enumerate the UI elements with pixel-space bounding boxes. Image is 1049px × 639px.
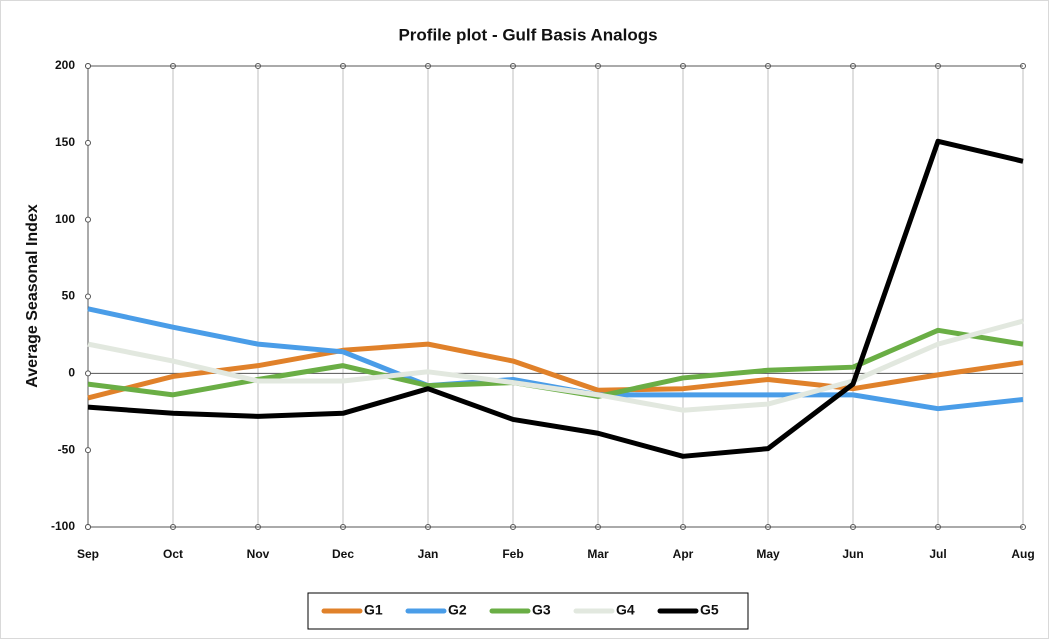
y-tick-mark xyxy=(85,63,91,69)
series-line xyxy=(87,138,1024,459)
x-tick-label: May xyxy=(756,547,780,561)
y-tick-label: 200 xyxy=(55,58,75,72)
y-tick-mark xyxy=(85,216,91,223)
y-tick-mark xyxy=(85,293,91,300)
y-tick-mark xyxy=(85,524,91,530)
y-tick-label: 50 xyxy=(62,289,76,303)
series-line xyxy=(87,341,1024,401)
series-line xyxy=(87,318,1024,413)
x-tick-label: Feb xyxy=(502,547,523,561)
x-tick-label: Apr xyxy=(673,547,694,561)
chart-title: Profile plot - Gulf Basis Analogs xyxy=(398,25,657,44)
y-tick-mark xyxy=(85,370,91,377)
x-tick-label: Sep xyxy=(77,547,99,561)
x-tick-label: Nov xyxy=(247,547,270,561)
y-tick-mark xyxy=(85,447,91,454)
legend-label: G1 xyxy=(364,602,383,618)
y-tick-label: 0 xyxy=(68,366,75,380)
y-tick-label: -100 xyxy=(51,519,75,533)
y-tick-label: -50 xyxy=(58,442,76,456)
x-tick-label: Mar xyxy=(587,547,609,561)
x-tick-label: Dec xyxy=(332,547,354,561)
y-axis-label: Average Seasonal Index xyxy=(24,204,41,388)
x-tick-label: Oct xyxy=(163,547,183,561)
x-tick-label: Aug xyxy=(1011,547,1034,561)
legend-label: G5 xyxy=(700,602,719,618)
x-tick-label: Jan xyxy=(418,547,439,561)
legend-label: G4 xyxy=(616,602,635,618)
y-tick-label: 150 xyxy=(55,135,75,149)
y-tick-mark xyxy=(85,139,91,146)
legend-label: G3 xyxy=(532,602,551,618)
x-tick-label: Jun xyxy=(842,547,863,561)
y-tick-label: 100 xyxy=(55,212,75,226)
legend-label: G2 xyxy=(448,602,467,618)
x-tick-label: Jul xyxy=(929,547,946,561)
